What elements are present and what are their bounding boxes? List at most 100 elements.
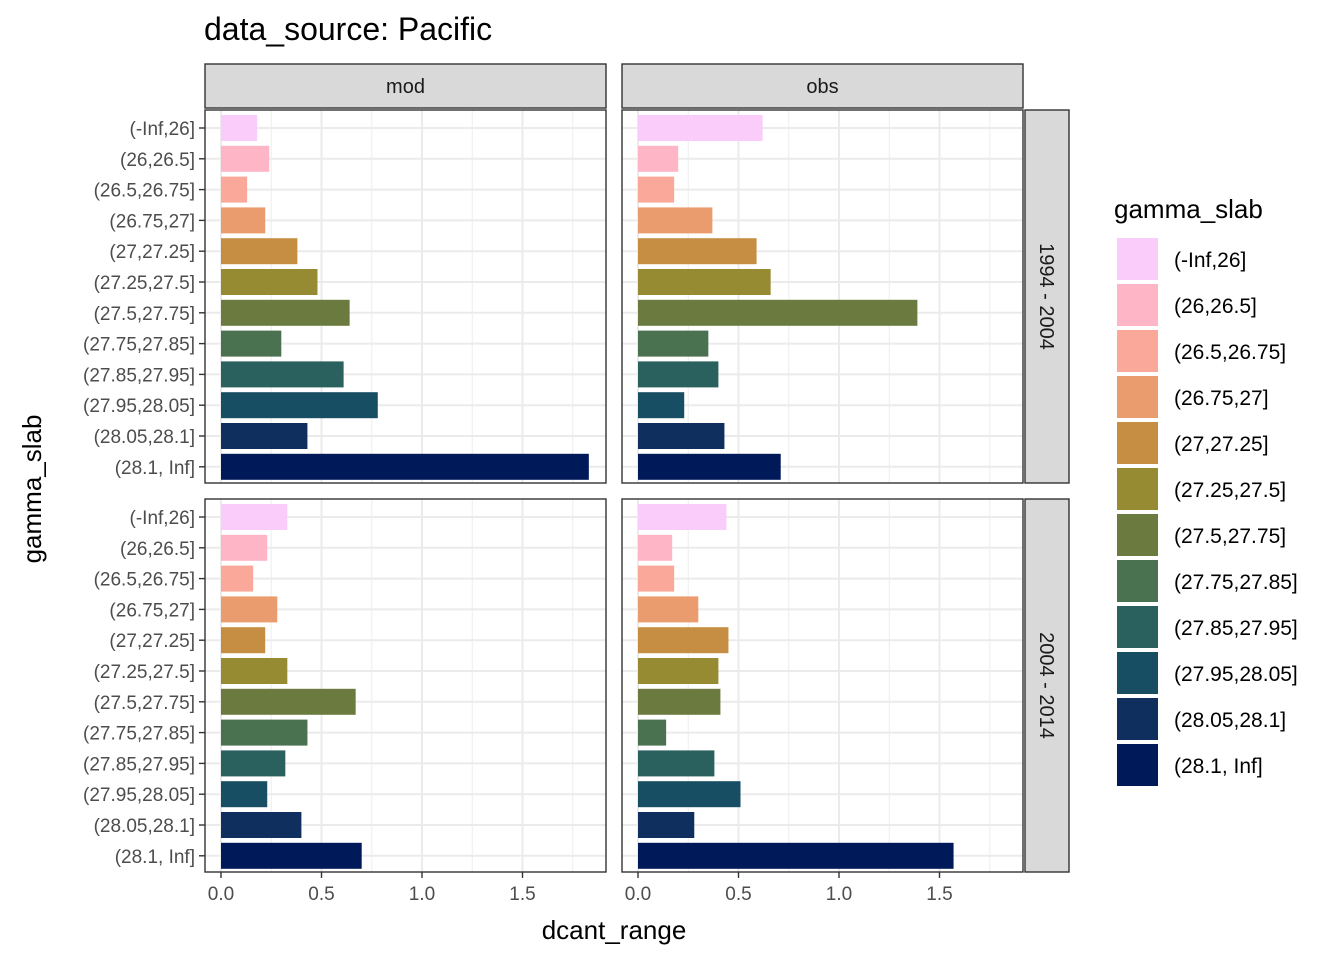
y-tick-label: (-Inf,26] [130, 119, 195, 140]
panel-border [621, 109, 1024, 484]
y-tick-label: (27.85,27.95] [83, 365, 195, 386]
legend-title: gamma_slab [1114, 194, 1263, 224]
bar-mod-0-3 [221, 207, 266, 234]
bar-mod-0-6 [221, 299, 350, 326]
facet-strip-label-mod: mod [386, 76, 425, 98]
y-axis-title: gamma_slab [17, 415, 47, 564]
bar-obs-1-1 [638, 534, 673, 561]
y-tick-label: (-Inf,26] [130, 508, 195, 529]
bar-mod-0-9 [221, 392, 378, 419]
x-tick-label: 0.0 [625, 884, 651, 905]
y-tick-label: (26,26.5] [120, 150, 195, 171]
bar-obs-0-8 [638, 361, 719, 388]
x-tick-label: 1.0 [409, 884, 435, 905]
facet-strip-mod [204, 63, 607, 109]
bar-mod-1-7 [221, 719, 308, 746]
bar-mod-1-4 [221, 627, 266, 654]
bar-obs-1-5 [638, 658, 719, 684]
legend-key-9 [1117, 652, 1158, 694]
y-tick-label: (27,27.25] [109, 242, 195, 263]
panel-obs-1 [621, 498, 1024, 873]
legend-label-9: (27.95,28.05] [1174, 663, 1298, 686]
legend-key-5 [1117, 468, 1158, 510]
bar-mod-0-1 [221, 145, 270, 172]
bar-mod-1-8 [221, 750, 286, 777]
x-axis: 0.0 0.5 1.0 1.5 0.0 0.5 1.0 1.5 [208, 872, 953, 905]
panel-border [204, 498, 607, 873]
legend-key-1 [1117, 284, 1158, 326]
y-tick-label: (26.75,27] [109, 600, 195, 621]
bar-obs-1-8 [638, 750, 715, 777]
y-tick-label: (28.1, Inf] [115, 847, 195, 868]
x-tick-label: 1.0 [826, 884, 852, 905]
bar-obs-0-4 [638, 238, 757, 265]
legend-key-10 [1117, 698, 1158, 740]
facet-strip-row-label-0: 1994 - 2004 [1035, 243, 1057, 350]
facet-panels: mod obs 1994 - 2004 2004 - 2014 [204, 63, 1070, 873]
bar-mod-0-0 [221, 115, 258, 141]
y-tick-label: (27.75,27.85] [83, 724, 195, 745]
bar-obs-0-6 [638, 299, 918, 326]
y-tick-label: (26.5,26.75] [94, 181, 195, 202]
panel-border [621, 498, 1024, 873]
chart-title: data_source: Pacific [204, 11, 492, 47]
facet-strip-row-1 [1024, 498, 1070, 873]
y-tick-label: (27.95,28.05] [83, 785, 195, 806]
y-tick-label: (27.95,28.05] [83, 396, 195, 417]
legend-key-6 [1117, 514, 1158, 556]
legend-label-1: (26,26.5] [1174, 295, 1257, 318]
panel-border [204, 109, 607, 484]
bar-obs-0-3 [638, 207, 713, 234]
bar-mod-0-10 [221, 423, 308, 449]
panel-mod-0 [204, 109, 607, 484]
y-tick-label: (27.25,27.5] [94, 662, 195, 683]
x-tick-label: 1.5 [509, 884, 535, 905]
legend-label-0: (-Inf,26] [1174, 249, 1246, 272]
legend-key-2 [1117, 330, 1158, 372]
bar-obs-1-2 [638, 565, 675, 592]
x-axis-title: dcant_range [542, 915, 687, 945]
x-tick-label: 0.0 [208, 884, 234, 905]
y-tick-label: (27,27.25] [109, 631, 195, 652]
bar-mod-1-2 [221, 565, 254, 592]
bar-obs-1-6 [638, 688, 721, 715]
bar-obs-1-11 [638, 842, 954, 869]
y-tick-label: (27.25,27.5] [94, 273, 195, 294]
legend-key-11 [1117, 744, 1158, 786]
bar-mod-1-3 [221, 596, 278, 623]
bar-obs-0-10 [638, 423, 725, 449]
legend-key-4 [1117, 422, 1158, 464]
bar-mod-0-11 [221, 453, 589, 480]
y-tick-label: (28.05,28.1] [94, 816, 195, 837]
panel-obs-0 [621, 109, 1024, 484]
panel-mod-1 [204, 498, 607, 873]
bar-obs-0-11 [638, 453, 781, 480]
bar-obs-1-0 [638, 504, 727, 530]
bar-mod-0-4 [221, 238, 298, 265]
bar-obs-0-0 [638, 115, 763, 141]
legend-key-0 [1117, 238, 1158, 280]
bar-mod-1-10 [221, 812, 302, 838]
y-tick-label: (26.75,27] [109, 211, 195, 232]
legend-label-10: (28.05,28.1] [1174, 709, 1286, 732]
bar-mod-0-5 [221, 269, 318, 295]
bar-mod-1-11 [221, 842, 362, 869]
bar-obs-1-4 [638, 627, 729, 654]
y-tick-label: (27.5,27.75] [94, 304, 195, 325]
y-tick-label: (26.5,26.75] [94, 570, 195, 591]
x-tick-label: 1.5 [926, 884, 952, 905]
y-tick-label: (26,26.5] [120, 539, 195, 560]
bar-mod-1-1 [221, 534, 268, 561]
bar-mod-0-7 [221, 330, 282, 357]
bar-mod-1-6 [221, 688, 356, 715]
x-tick-label: 0.5 [725, 884, 751, 905]
legend-label-3: (26.75,27] [1174, 387, 1269, 410]
legend-label-6: (27.5,27.75] [1174, 525, 1286, 548]
y-tick-label: (28.1, Inf] [115, 458, 195, 479]
facet-strip-row-0 [1024, 109, 1070, 484]
x-tick-label: 0.5 [308, 884, 334, 905]
bar-mod-1-9 [221, 781, 268, 808]
bar-obs-0-1 [638, 145, 679, 172]
bar-obs-0-5 [638, 269, 771, 295]
